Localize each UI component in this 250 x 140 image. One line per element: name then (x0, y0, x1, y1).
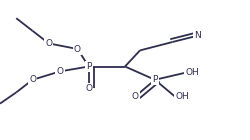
Text: O: O (45, 39, 52, 48)
Text: OH: OH (185, 68, 199, 77)
Text: O: O (29, 75, 36, 84)
Text: O: O (74, 45, 81, 53)
Text: O: O (85, 84, 92, 93)
Text: OH: OH (175, 92, 189, 101)
Text: N: N (194, 31, 201, 40)
Text: O: O (56, 67, 64, 76)
Text: P: P (152, 75, 158, 84)
Text: P: P (86, 62, 92, 71)
Text: O: O (132, 92, 138, 101)
